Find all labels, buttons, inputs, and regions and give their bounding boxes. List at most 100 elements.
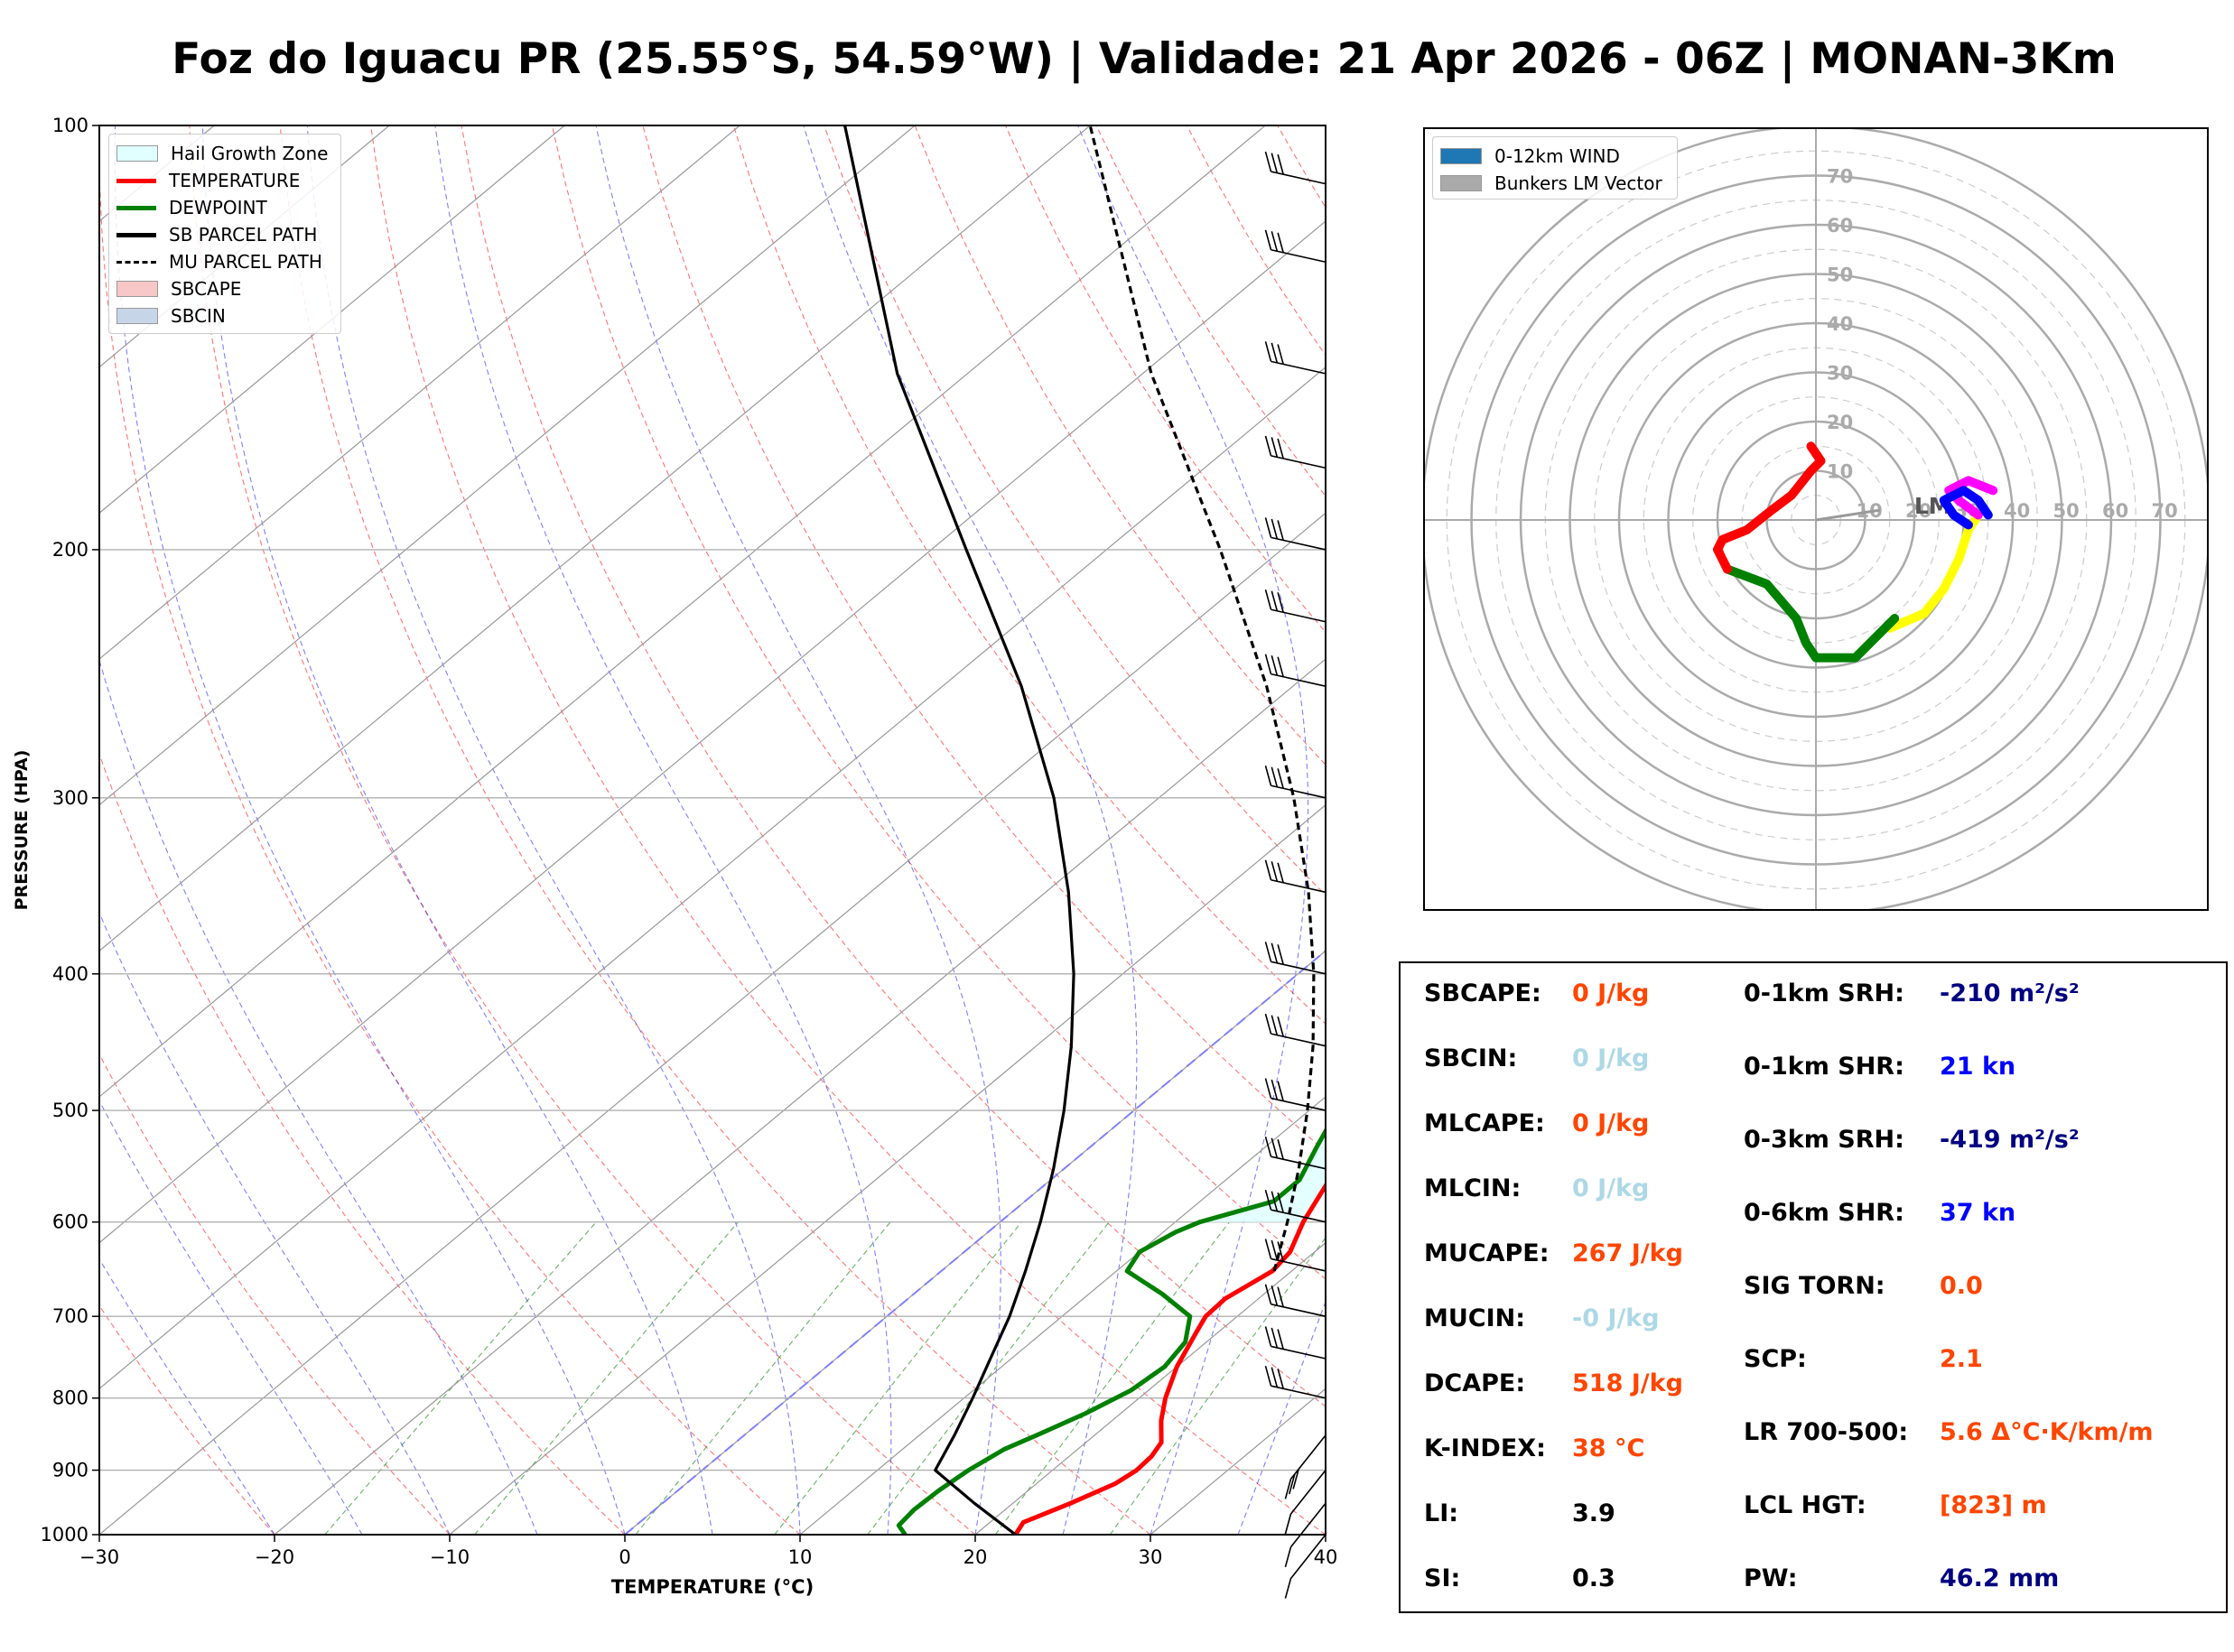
isotherm [99, 125, 390, 368]
isotherm [274, 658, 1326, 1535]
skewt-frame [98, 125, 1326, 1536]
moist-adiabat [201, 125, 713, 1535]
stat-value: 3.9 [1572, 1499, 1615, 1527]
x-tick-label: 0 [619, 1546, 630, 1568]
stat-value: 21 kn [1940, 1053, 2016, 1081]
stat-label: SBCAPE: [1424, 979, 1541, 1007]
series-dewpoint [896, 1126, 1326, 1535]
wind-barb-flag [1289, 1473, 1296, 1495]
wind-barb-flag [1264, 1078, 1272, 1099]
legend-label: TEMPERATURE [169, 170, 301, 191]
stat-value: 2.1 [1940, 1345, 1983, 1373]
y-tick-label: 200 [52, 539, 88, 561]
wind-barb-flag [1271, 766, 1279, 787]
x-tick-label: 10 [788, 1546, 813, 1568]
stat-label: SCP: [1744, 1345, 1807, 1373]
wind-barb-flag [1271, 861, 1279, 882]
x-tick-label: 20 [963, 1546, 988, 1568]
isotherm [99, 366, 1326, 1390]
moist-adiabat [99, 911, 451, 1535]
skewt-legend: Hail Growth Zone TEMPERATURE DEWPOINT SB PA… [108, 134, 341, 334]
wind-barb-flag [1271, 518, 1279, 540]
isotherm [99, 125, 565, 515]
dry-adiabat [914, 125, 1326, 766]
x-tick-label: −20 [255, 1546, 294, 1568]
stat-value: 0 J/kg [1572, 1109, 1650, 1137]
wind-barb-flag [1284, 1513, 1292, 1535]
x-tick-label: −30 [79, 1546, 119, 1568]
wind-barb-staff [1271, 961, 1326, 975]
wind-barb-flag [1284, 1479, 1292, 1499]
wind-barb-flag [1284, 1546, 1292, 1568]
wind-barb-flag [1271, 1367, 1279, 1387]
stat-label: LCL HGT: [1744, 1491, 1866, 1519]
legend-label: Bunkers LM Vector [1494, 172, 1662, 194]
stat-value: 518 J/kg [1572, 1369, 1683, 1397]
stat-label: 0-1km SHR: [1744, 1053, 1904, 1081]
isotherm [99, 220, 1326, 1244]
wind-barb-staff [1289, 1434, 1326, 1480]
dry-adiabat [551, 125, 1326, 1280]
legend-swatch [1440, 175, 1482, 191]
dry-adiabat [99, 752, 626, 1535]
dry-adiabat [461, 125, 1326, 1407]
hodograph-legend: 0-12km WIND Bunkers LM Vector [1432, 136, 1678, 200]
stat-value: 0.0 [1940, 1272, 1983, 1300]
hodo-ring-label-h: 70 [2152, 500, 2178, 522]
wind-barb-flag [1277, 232, 1284, 254]
stat-value: 38 °C [1572, 1434, 1645, 1462]
wind-barb-flag [1277, 1241, 1284, 1262]
moist-adiabat [803, 125, 1138, 1535]
skewt-series [843, 125, 1326, 1535]
hodograph-frame [1423, 127, 2209, 911]
legend-item: DEWPOINT [109, 194, 267, 221]
wind-barb-flag [1277, 344, 1284, 365]
stat-value: 46.2 mm [1940, 1564, 2060, 1592]
mixing-ratio-line [774, 1221, 1022, 1535]
moist-adiabat [434, 125, 892, 1535]
wind-barb-flag [1264, 1365, 1272, 1387]
hodo-ring-label-h: 60 [2102, 500, 2128, 522]
stat-value: 5.6 Δ°C·K/km/m [1940, 1418, 2154, 1446]
wind-barb-flag [1277, 592, 1284, 613]
isotherm [99, 125, 740, 660]
mixing-ratio-line [324, 1221, 597, 1535]
wind-barb-flag [1264, 517, 1272, 538]
wind-barb-flag [1277, 438, 1284, 459]
hodo-ring-label-h: 50 [2053, 500, 2080, 522]
dry-adiabat [370, 125, 1326, 1535]
y-tick-label: 600 [52, 1211, 88, 1233]
wind-barb-flag [1264, 859, 1272, 880]
hodo-ring-label-v: 40 [1827, 313, 1853, 335]
y-tick-label: 500 [52, 1100, 88, 1121]
isotherm [799, 1096, 1326, 1535]
wind-barb-flag [1264, 341, 1272, 362]
wind-barb-flag [1277, 1139, 1284, 1160]
x-tick-label: 40 [1314, 1546, 1338, 1568]
legend-label: Hail Growth Zone [171, 143, 329, 164]
skewt-background-lines [99, 125, 1326, 1535]
moist-adiabat [306, 125, 801, 1535]
wind-barb-flag [1271, 1015, 1279, 1035]
y-axis-label: PRESSURE (HPA) [12, 750, 32, 911]
wind-barb-flag [1277, 944, 1284, 965]
stat-label: SI: [1424, 1564, 1461, 1592]
y-tick-label: 900 [52, 1460, 88, 1481]
stat-label: MUCAPE: [1424, 1239, 1550, 1267]
series-mu-parcel-path [1088, 125, 1316, 1272]
legend-swatch [116, 178, 156, 183]
dry-adiabat [99, 128, 801, 1535]
legend-swatch [116, 232, 156, 237]
moist-adiabat [99, 658, 538, 1535]
legend-swatch [116, 308, 158, 324]
legend-item: Bunkers LM Vector [1433, 170, 1662, 197]
wind-barb-flag [1277, 1081, 1284, 1101]
mixing-ratio-line [474, 1221, 739, 1535]
wind-barb-staff [1289, 1534, 1326, 1580]
wind-barb-flag [1271, 1137, 1279, 1158]
stat-label: MLCAPE: [1424, 1109, 1545, 1137]
wind-barb-staff [1289, 1470, 1326, 1515]
wind-barb-staff [1271, 784, 1326, 799]
hodo-ring-label-h: 40 [2004, 500, 2030, 522]
